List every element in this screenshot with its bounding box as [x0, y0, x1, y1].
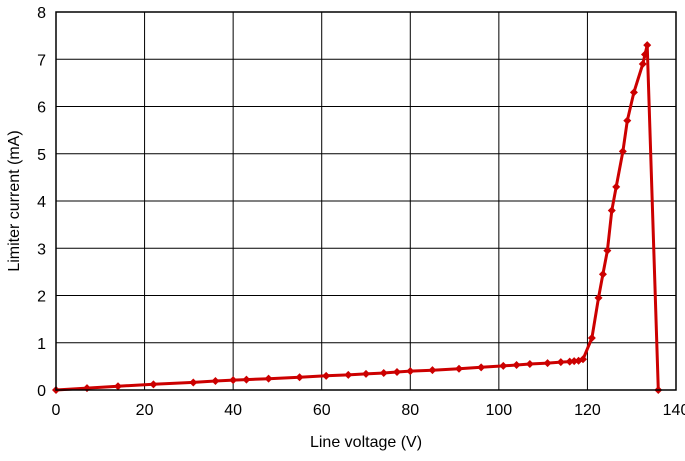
data-point: [603, 246, 612, 255]
x-axis-ticks: 0 20 40 60 80 100 120 140: [52, 402, 685, 419]
data-point: [499, 361, 508, 370]
data-point: [189, 378, 198, 387]
x-tick-label: 20: [136, 402, 154, 419]
x-tick-label: 60: [313, 402, 331, 419]
data-point: [344, 370, 353, 379]
data-point: [264, 374, 273, 383]
data-point: [512, 360, 521, 369]
y-tick-label: 6: [37, 100, 46, 117]
data-point: [362, 369, 370, 378]
x-tick-label: 0: [52, 402, 61, 419]
data-point: [641, 50, 649, 59]
y-tick-label: 1: [37, 336, 46, 353]
data-point: [393, 368, 401, 377]
x-tick-label: 140: [663, 402, 685, 419]
data-point: [379, 368, 388, 377]
y-tick-label: 0: [37, 383, 46, 400]
data-point: [242, 375, 251, 384]
data-point: [638, 59, 647, 68]
data-point: [295, 373, 304, 382]
y-tick-label: 7: [37, 52, 46, 69]
data-point: [428, 366, 437, 375]
data-point: [598, 270, 607, 279]
y-axis-ticks: 0 1 2 3 4 5 6 7 8: [37, 5, 46, 400]
x-tick-label: 120: [574, 402, 601, 419]
data-point: [594, 293, 603, 302]
y-tick-label: 8: [37, 5, 46, 22]
data-point: [607, 206, 616, 215]
x-axis-title: Line voltage (V): [310, 434, 422, 451]
y-tick-label: 5: [37, 147, 46, 164]
data-series: [52, 41, 663, 394]
y-axis-title: Limiter current (mA): [6, 130, 23, 271]
data-point: [229, 376, 238, 385]
series-line: [54, 43, 660, 392]
data-point: [322, 371, 331, 380]
data-point: [83, 384, 91, 393]
x-tick-label: 80: [401, 402, 419, 419]
data-point: [477, 363, 486, 372]
y-tick-label: 4: [37, 194, 46, 211]
data-point: [543, 359, 552, 368]
data-point: [149, 380, 158, 389]
x-tick-label: 40: [224, 402, 242, 419]
x-tick-label: 100: [486, 402, 513, 419]
y-tick-label: 3: [37, 241, 46, 258]
y-tick-label: 2: [37, 289, 46, 306]
data-point: [525, 360, 534, 369]
data-point: [623, 116, 632, 125]
data-point: [579, 355, 587, 364]
data-point: [612, 182, 621, 191]
grid-lines: [56, 12, 676, 390]
plot-frame: [55, 11, 677, 391]
data-point: [114, 382, 122, 391]
data-point: [643, 41, 652, 50]
data-point: [629, 88, 638, 97]
data-point: [587, 334, 596, 343]
data-point: [406, 367, 415, 376]
data-point: [556, 358, 565, 367]
data-point: [618, 147, 627, 156]
data-point: [211, 377, 220, 386]
data-point: [455, 364, 463, 373]
